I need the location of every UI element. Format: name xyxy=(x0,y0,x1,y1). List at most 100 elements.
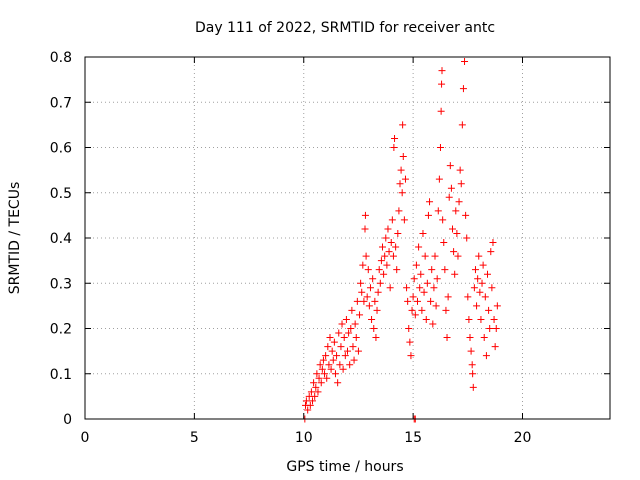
data-point xyxy=(454,252,462,260)
x-tick-label: 20 xyxy=(514,430,532,446)
data-point xyxy=(327,365,335,373)
data-point xyxy=(358,288,366,296)
data-point xyxy=(453,229,461,237)
data-point xyxy=(306,401,314,409)
data-point xyxy=(421,252,429,260)
data-point xyxy=(437,107,445,115)
x-axis-label: GPS time / hours xyxy=(286,459,403,475)
data-point xyxy=(487,248,495,256)
data-point xyxy=(443,334,451,342)
data-point xyxy=(336,361,344,369)
data-point xyxy=(394,229,402,237)
data-point xyxy=(452,207,460,215)
data-point xyxy=(406,338,414,346)
y-tick-label: 0.2 xyxy=(50,322,72,338)
data-point xyxy=(347,325,355,332)
data-point xyxy=(468,361,476,369)
data-point xyxy=(414,297,421,305)
data-point xyxy=(440,239,448,247)
data-point xyxy=(491,343,499,351)
data-point xyxy=(386,284,394,292)
data-point xyxy=(432,302,440,310)
data-point xyxy=(395,207,403,215)
data-point xyxy=(359,261,367,269)
data-point xyxy=(408,306,416,314)
data-point xyxy=(338,320,346,328)
data-point xyxy=(405,325,413,332)
data-point xyxy=(346,361,354,369)
data-point xyxy=(488,284,496,292)
data-point xyxy=(325,361,333,369)
data-point xyxy=(462,211,470,219)
data-point xyxy=(441,266,449,274)
data-point xyxy=(330,338,338,346)
y-tick-label: 0 xyxy=(63,412,72,428)
data-point xyxy=(466,334,474,342)
data-point xyxy=(426,198,434,206)
data-point xyxy=(415,243,423,251)
data-point xyxy=(393,266,401,274)
x-tick-label: 0 xyxy=(81,430,90,446)
y-tick-label: 0.8 xyxy=(50,50,72,66)
data-point xyxy=(315,374,323,382)
y-tick-label: 0.4 xyxy=(50,231,72,247)
data-point xyxy=(326,334,334,342)
data-point xyxy=(485,306,493,314)
data-point xyxy=(324,343,332,351)
data-point xyxy=(482,352,490,360)
data-point xyxy=(312,383,320,391)
data-point xyxy=(383,261,391,269)
grid-lines xyxy=(85,57,610,419)
data-point xyxy=(465,315,473,323)
data-point xyxy=(438,67,446,75)
data-point xyxy=(314,388,322,396)
data-point xyxy=(339,365,347,373)
data-point xyxy=(461,58,469,66)
data-point xyxy=(368,315,376,323)
data-point xyxy=(469,383,477,391)
data-point xyxy=(471,266,479,274)
y-tick-label: 0.1 xyxy=(50,367,72,383)
data-point xyxy=(489,239,497,247)
data-point xyxy=(379,243,386,251)
data-point xyxy=(357,279,365,287)
data-point xyxy=(313,370,321,378)
data-point xyxy=(351,320,359,328)
data-point xyxy=(451,270,459,278)
data-point xyxy=(492,325,500,332)
chart-title: Day 111 of 2022, SRMTID for receiver ant… xyxy=(195,20,495,36)
data-point xyxy=(353,297,361,305)
data-point xyxy=(342,315,350,323)
data-point xyxy=(317,379,325,387)
data-point xyxy=(409,293,417,301)
data-point xyxy=(431,252,439,260)
data-point xyxy=(399,153,407,161)
data-point xyxy=(311,392,319,400)
data-point xyxy=(407,352,415,360)
data-point xyxy=(345,329,353,337)
data-point xyxy=(449,225,456,233)
data-point xyxy=(382,234,390,242)
data-point xyxy=(334,379,342,387)
data-point xyxy=(490,315,498,323)
data-point xyxy=(397,166,405,174)
data-point xyxy=(456,166,464,174)
x-tick-label: 15 xyxy=(404,430,422,446)
data-point xyxy=(321,370,329,378)
data-point xyxy=(361,211,369,219)
data-point xyxy=(430,284,438,292)
data-point xyxy=(445,193,453,201)
data-point xyxy=(475,252,483,260)
data-point xyxy=(447,184,455,192)
data-point xyxy=(356,311,364,319)
data-point xyxy=(470,284,478,292)
data-point xyxy=(362,252,370,260)
axis-ticks: 0 5 10 15 20 0 0.1 0.2 0.3 0.4 0.5 0.6 0.7 0.8 xyxy=(50,50,610,446)
data-point xyxy=(310,379,318,387)
data-point xyxy=(344,347,351,355)
data-point xyxy=(458,121,466,129)
data-points xyxy=(301,58,501,423)
data-point xyxy=(387,239,395,247)
data-point xyxy=(371,297,379,305)
